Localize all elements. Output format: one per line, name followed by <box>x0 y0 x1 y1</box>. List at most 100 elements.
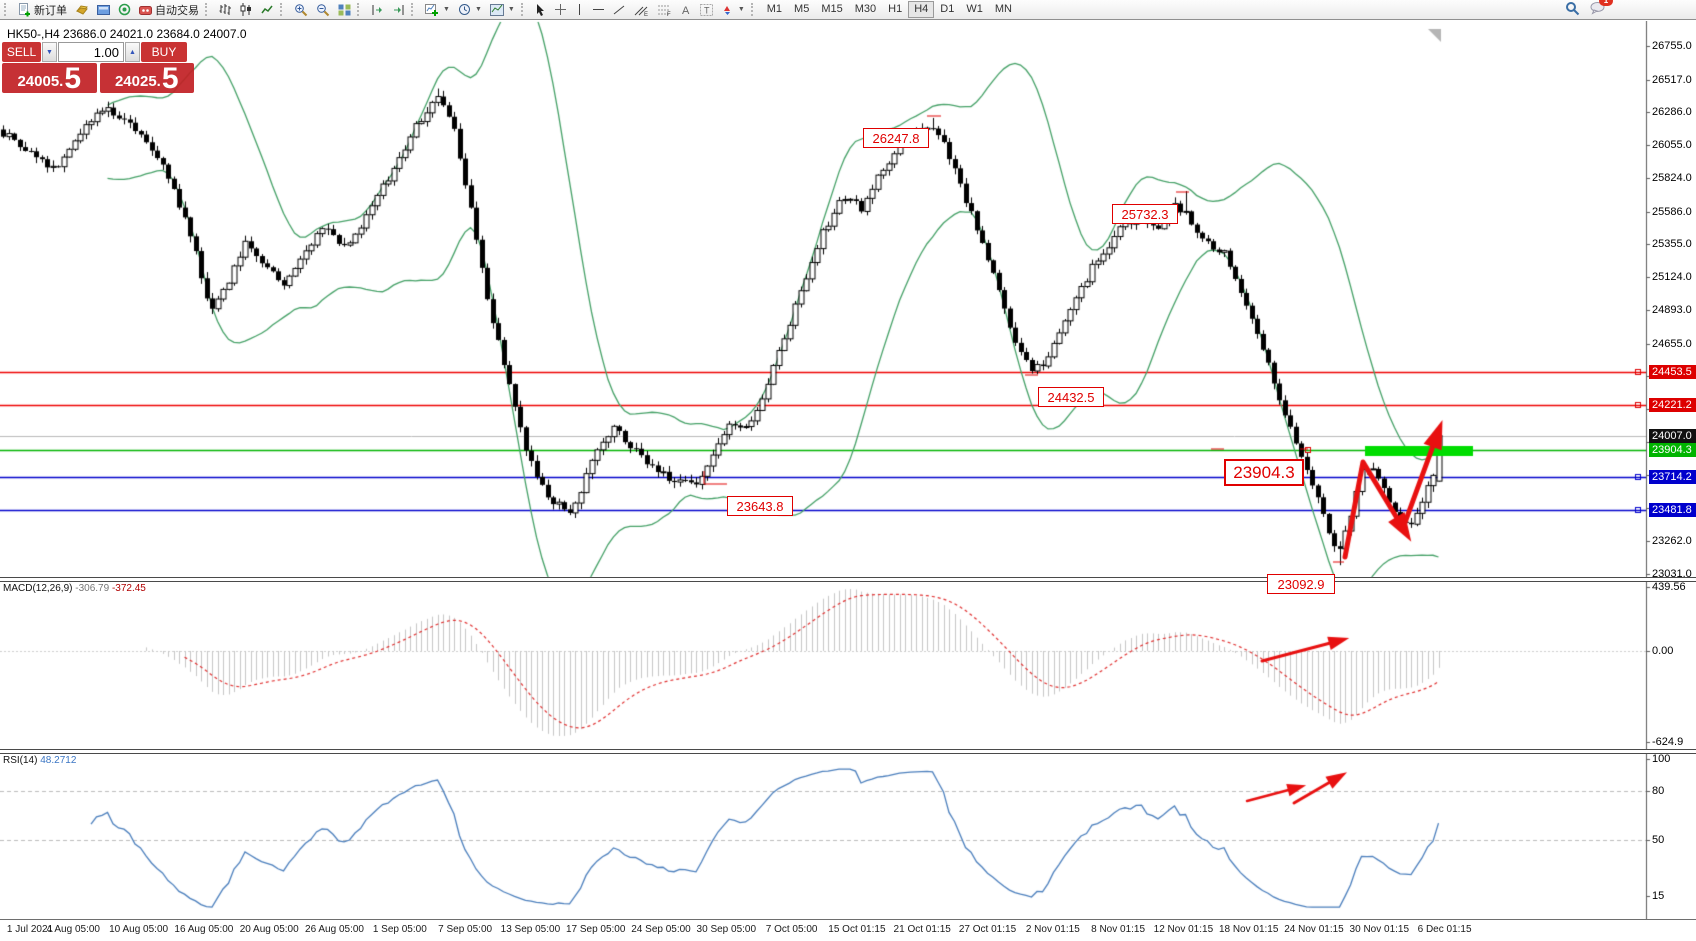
price-callout[interactable]: 23904.3 <box>1224 459 1304 486</box>
vertical-line-button[interactable] <box>571 0 588 19</box>
toolbar-grip[interactable] <box>280 3 286 16</box>
svg-text:A: A <box>682 5 690 16</box>
time-axis-label: 17 Sep 05:00 <box>565 924 626 935</box>
equidistant-channel-button[interactable]: E <box>630 0 653 19</box>
timeframe-m1-button[interactable]: M1 <box>766 3 783 15</box>
horizontal-line-button[interactable] <box>588 0 609 19</box>
ask-price-big-digit: 5 <box>161 62 179 95</box>
rsi-axis-tick: 15 <box>1652 889 1665 902</box>
toolbar-grip[interactable] <box>520 3 527 16</box>
price-axis-tick: 23262.0 <box>1652 535 1692 548</box>
zoom-out-button[interactable] <box>312 0 334 19</box>
timeframe-mn-button[interactable]: MN <box>994 3 1012 15</box>
trendline-button[interactable] <box>609 0 630 19</box>
timeframe-m15-button[interactable]: M15 <box>821 3 843 15</box>
time-axis-label: 4 Aug 05:00 <box>46 924 100 935</box>
templates-button[interactable]: ▼ <box>486 0 519 19</box>
time-axis-label: 24 Sep 05:00 <box>631 924 691 935</box>
timeframe-h1-button[interactable]: H1 <box>888 3 903 15</box>
toolbar-grip[interactable] <box>411 3 417 16</box>
price-callout[interactable]: 25732.3 <box>1112 204 1178 224</box>
price-axis-tick: 25824.0 <box>1652 172 1692 184</box>
text-button[interactable]: A <box>676 0 696 19</box>
price-callout[interactable]: 23092.9 <box>1267 574 1335 594</box>
chart-shift-button[interactable] <box>367 0 388 19</box>
timeframe-h4-button[interactable]: H4 <box>908 1 935 18</box>
price-callout[interactable]: 26247.8 <box>863 128 929 148</box>
price-callout[interactable]: 23643.8 <box>727 496 793 516</box>
price-axis-tick: 26055.0 <box>1652 139 1692 152</box>
time-axis-label: 15 Oct 01:15 <box>828 924 886 935</box>
bar-chart-button[interactable] <box>215 0 236 19</box>
arrows-button[interactable]: ▼ <box>717 0 749 19</box>
signals-button[interactable] <box>114 0 135 19</box>
time-axis[interactable]: 1 Jul 2021 4 Aug 05:00 10 Aug 05:00 16 Aug … <box>0 919 1696 941</box>
toolbar-grip[interactable] <box>357 3 363 16</box>
zoom-in-button[interactable] <box>290 0 312 19</box>
svg-text:E: E <box>644 12 648 16</box>
label-button[interactable]: T <box>696 0 717 19</box>
line-chart-button[interactable] <box>257 0 278 19</box>
price-marker-label: 24007.0 <box>1649 428 1696 443</box>
rsi-axis-tick: 100 <box>1652 753 1671 765</box>
price-callout[interactable]: 24432.5 <box>1038 387 1104 407</box>
periodicity-button[interactable]: ▼ <box>454 0 486 19</box>
notification-badge: 1 <box>1599 0 1613 6</box>
chevron-down-icon: ▼ <box>507 6 515 13</box>
price-axis-tick: 24893.0 <box>1652 304 1692 316</box>
sell-button[interactable]: SELL <box>2 42 41 62</box>
time-axis-label: 20 Aug 05:00 <box>239 924 299 935</box>
time-axis-label: 10 Aug 05:00 <box>109 924 169 935</box>
price-marker-label: 23714.2 <box>1649 470 1696 485</box>
metaeditor-button[interactable] <box>71 0 93 19</box>
price-axis-tick: 26755.0 <box>1652 40 1692 52</box>
ask-price[interactable]: 24025. 5 <box>99 62 194 95</box>
toolbar-grip[interactable] <box>4 3 10 16</box>
timeframe-d1-button[interactable]: D1 <box>940 3 955 15</box>
auto-scroll-button[interactable] <box>388 0 409 19</box>
candlestick-chart-button[interactable] <box>236 0 257 19</box>
bid-price[interactable]: 24005. 5 <box>2 63 97 94</box>
time-axis-label: 27 Oct 01:15 <box>958 924 1017 935</box>
volume-input[interactable] <box>58 42 124 62</box>
crosshair-button[interactable] <box>550 0 571 19</box>
volume-increase-button[interactable]: ▲ <box>125 42 140 62</box>
market-watch-button[interactable] <box>93 0 114 19</box>
autotrading-button[interactable]: 自动交易 <box>135 0 203 19</box>
ask-price-main: 24025. <box>114 73 161 90</box>
volume-decrease-button[interactable]: ▼ <box>42 42 57 62</box>
price-axis-tick: 25355.0 <box>1652 238 1692 251</box>
timeframe-w1-button[interactable]: W1 <box>966 3 983 15</box>
macd-panel-splitter[interactable] <box>0 577 1696 582</box>
timeframe-m30-button[interactable]: M30 <box>854 3 877 15</box>
cursor-button[interactable] <box>531 0 550 19</box>
price-axis-tick: 25124.0 <box>1652 271 1692 284</box>
time-axis-label: 16 Aug 05:00 <box>174 924 234 935</box>
macd-axis-tick: 439.56 <box>1652 581 1686 594</box>
timeframe-m5-button[interactable]: M5 <box>794 3 810 15</box>
notifications-icon[interactable]: 1 <box>1590 0 1613 18</box>
price-marker-label: 24453.5 <box>1649 365 1696 380</box>
new-chart-button[interactable]: ▼ <box>421 0 454 19</box>
price-marker-label: 23904.3 <box>1649 443 1696 458</box>
svg-text:F: F <box>667 12 671 16</box>
toolbar-grip[interactable] <box>205 3 211 16</box>
time-axis-label: 30 Nov 01:15 <box>1349 924 1410 935</box>
toolbar-grip[interactable] <box>750 3 757 16</box>
time-axis-label: 12 Nov 01:15 <box>1153 924 1214 935</box>
price-axis-tick: 25586.0 <box>1652 205 1692 218</box>
search-icon[interactable] <box>1565 1 1580 19</box>
main-toolbar: 新订单 自动交易 ▼ ▼ ▼ E F A T ▼ M1 M5 M15 M30 H1 H4 D1 W1 MN 1 <box>0 0 1696 20</box>
tile-windows-button[interactable] <box>334 0 355 19</box>
new-order-button[interactable]: 新订单 <box>14 0 71 19</box>
svg-text:T: T <box>704 5 710 15</box>
price-marker-label: 23481.8 <box>1649 503 1696 518</box>
rsi-axis-tick: 50 <box>1652 833 1665 846</box>
chart-canvas[interactable] <box>0 21 1696 940</box>
chart-window: HK50-,H4 23686.0 24021.0 23684.0 24007.0… <box>0 21 1696 941</box>
time-axis-label: 6 Dec 01:15 <box>1417 924 1472 935</box>
rsi-panel-splitter[interactable] <box>0 749 1696 754</box>
buy-button[interactable]: BUY <box>141 42 187 62</box>
rsi-axis-tick: 80 <box>1652 785 1665 798</box>
fibonacci-button[interactable]: F <box>653 0 676 19</box>
